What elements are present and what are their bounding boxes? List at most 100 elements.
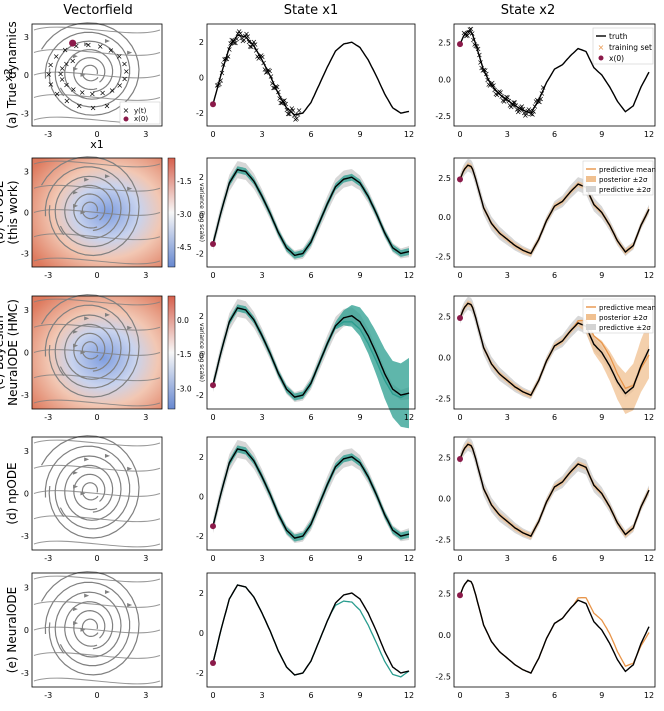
vf-x-tick: 0 xyxy=(94,413,99,422)
axes-frame xyxy=(453,572,656,688)
time-tick: 3 xyxy=(505,691,510,700)
streamline-arrow xyxy=(73,484,79,489)
training-point-cross: × xyxy=(534,96,541,105)
model-legend: predictive mean posterior ±2σ predictive ±… xyxy=(582,160,656,196)
training-point-cross: × xyxy=(264,67,271,76)
y-tick: 2 xyxy=(199,173,204,182)
time-tick: 12 xyxy=(404,554,414,563)
training-point-cross: × xyxy=(511,98,518,107)
time-tick: 12 xyxy=(644,554,654,563)
streamline-arrow xyxy=(84,316,90,321)
row-label-line: (c) Bayesian xyxy=(0,315,6,389)
axes-frame xyxy=(453,157,656,268)
training-point-cross: × xyxy=(252,40,259,49)
axes-frame xyxy=(453,436,656,551)
training-point-cross: × xyxy=(280,96,287,105)
streamline-arrow xyxy=(73,203,79,208)
trajectory-cross: × xyxy=(116,52,123,61)
streamline xyxy=(33,26,161,34)
vf-y-tick: 3 xyxy=(24,33,29,42)
streamline xyxy=(33,233,161,241)
training-point-cross: × xyxy=(537,95,544,104)
legend-predictive-icon xyxy=(586,324,596,330)
x0-marker xyxy=(457,592,463,599)
trajectory-cross: × xyxy=(70,85,77,94)
time-tick: 12 xyxy=(644,691,654,700)
legend-mean-label: predictive mean xyxy=(599,304,656,312)
time-tick: 6 xyxy=(552,691,557,700)
training-point-cross: × xyxy=(533,97,540,106)
streamline xyxy=(33,601,161,608)
training-point-cross: × xyxy=(255,54,262,63)
time-tick: 3 xyxy=(259,691,264,700)
y-tick: -2 xyxy=(196,669,204,678)
time-tick: 0 xyxy=(457,413,462,422)
streamline xyxy=(33,349,161,356)
colorbar-tick: 0.0 xyxy=(177,316,189,325)
truth-line xyxy=(212,584,410,676)
streamline-arrow xyxy=(73,343,79,348)
training-point-cross: × xyxy=(478,64,485,73)
training-point-cross: × xyxy=(249,40,256,49)
colorbar-tick: -3.0 xyxy=(177,384,192,393)
streamline xyxy=(73,332,106,370)
training-point-cross: × xyxy=(215,80,222,89)
streamline xyxy=(73,609,106,647)
truth-line xyxy=(212,307,410,398)
colorbar-tick: -3.0 xyxy=(177,210,192,219)
y-tick: 0 xyxy=(199,492,204,501)
training-point-cross: × xyxy=(247,42,254,51)
y-tick: -2 xyxy=(196,391,204,400)
y-tick: -2 xyxy=(196,109,204,118)
row-label-line: NeuralODE (HMC) xyxy=(6,299,20,406)
training-point-cross: × xyxy=(539,89,546,98)
colorbar-tick: -4.5 xyxy=(177,243,192,252)
streamline-arrow xyxy=(73,66,79,71)
y-tick: 0 xyxy=(199,351,204,360)
colorbar-label: variance (log scale) xyxy=(198,323,205,382)
time-tick: 9 xyxy=(357,691,362,700)
legend-predictive-label: predictive ±2σ xyxy=(599,324,651,332)
legend-posterior-icon xyxy=(586,176,596,182)
axes-frame xyxy=(206,23,416,127)
time-tick: 12 xyxy=(644,130,654,139)
training-point-cross: × xyxy=(243,29,250,38)
legend-mean-label: predictive mean xyxy=(599,166,656,174)
streamline xyxy=(33,490,161,497)
state-x1-panel-1: 0 3 6 9 12 -2 0 2 xyxy=(196,157,416,280)
y-tick: 0 xyxy=(199,211,204,220)
streamline xyxy=(64,323,114,379)
vf-x-tick: -3 xyxy=(44,271,52,280)
colorbar-tick: -1.5 xyxy=(177,177,192,186)
training-point-cross: × xyxy=(220,60,227,69)
streamline xyxy=(64,464,114,520)
training-point-cross: × xyxy=(259,53,266,62)
training-point-cross: × xyxy=(253,46,260,55)
trajectory-cross: × xyxy=(90,103,97,112)
streamline xyxy=(81,64,99,82)
axes-frame xyxy=(206,436,416,551)
axes-frame xyxy=(453,295,656,410)
streamline xyxy=(54,175,122,240)
y-tick: 0 xyxy=(199,629,204,638)
training-point-cross: × xyxy=(231,38,238,47)
legend-label-yt: y(t) xyxy=(134,107,147,115)
state-x2-panel-4: 0 3 6 9 12 -2.5 0.0 2.5 xyxy=(435,572,656,700)
training-point-cross: × xyxy=(277,98,284,107)
training-point-cross: × xyxy=(286,109,293,118)
training-point-cross: × xyxy=(518,102,525,111)
training-point-cross: × xyxy=(237,29,244,38)
posterior-band xyxy=(213,304,409,429)
colorbar-label: variance (log scale) xyxy=(198,183,205,242)
training-point-cross: × xyxy=(472,41,479,50)
vf-ylabel: x2 xyxy=(2,68,15,82)
streamline-arrow xyxy=(104,39,110,44)
time-tick: 12 xyxy=(644,413,654,422)
streamline xyxy=(33,49,161,56)
training-point-cross: × xyxy=(257,53,264,62)
time-tick: 0 xyxy=(210,413,215,422)
streamline-arrow xyxy=(127,50,133,55)
training-point-cross: × xyxy=(217,76,224,85)
streamline xyxy=(81,201,99,220)
legend-cross-icon: × xyxy=(598,43,605,52)
